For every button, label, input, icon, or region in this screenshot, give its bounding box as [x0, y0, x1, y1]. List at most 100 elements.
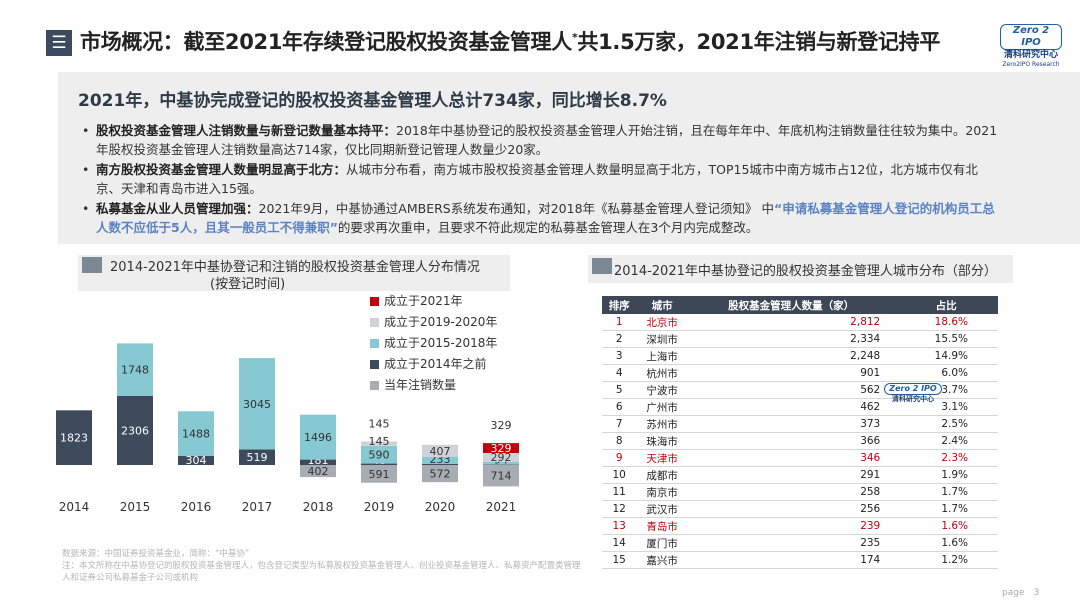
table-row: 6 广州市 462 3.1% [602, 398, 998, 416]
bar-label-2016: 304 [186, 454, 207, 467]
bullet-dot: • [82, 162, 90, 177]
stacked-bar-chart: 1823 2014 2306 1748 2015 304 1488 2016 519 3045 20… [56, 293, 519, 514]
bar-segment-2014 [56, 410, 92, 465]
bar-segment-2016 [178, 411, 214, 456]
table-cell: 2.3% [894, 449, 998, 467]
bar-label-2020: 407 [430, 445, 451, 458]
bullet-item: • 南方股权投资基金管理人数量明显高于北方：从城市分布看，南方城市股权投资基金管… [82, 160, 1002, 198]
table-cell: 235 [687, 534, 895, 552]
table-cell: 珠海市 [636, 432, 688, 450]
legend-label: 成立于2014年之前 [384, 356, 487, 371]
bar-segment-2015 [117, 343, 153, 396]
table-cell: 嘉兴市 [636, 551, 688, 569]
bar-label-2015: 2306 [121, 424, 149, 437]
bar-segment-2019 [361, 441, 397, 446]
table-cell: 6 [602, 398, 637, 416]
table-cell: 2,334 [687, 330, 895, 348]
table-cell: 901 [687, 364, 895, 382]
x-tick-2014: 2014 [59, 500, 90, 514]
table-cell: 1.7% [894, 483, 998, 501]
right-chart-title-bar [588, 255, 1013, 283]
zero2ipo-watermark: Zero 2 IPO 清科研究中心 [884, 376, 942, 404]
watermark-mark: Zero 2 IPO [884, 383, 942, 395]
bar-segment-2018 [300, 459, 336, 465]
x-tick-2016: 2016 [181, 500, 212, 514]
table-cell: 291 [687, 466, 895, 484]
bar-segment-2021 [483, 443, 519, 453]
bar-label-2017: 3045 [243, 398, 271, 411]
table-cell: 5 [602, 381, 637, 399]
table-cell: 258 [687, 483, 895, 501]
table-cell: 8 [602, 432, 637, 450]
note-line: 注：本文所称在中基协登记的股权投资基金管理人，包含登记类型为私募股权投资基金管理… [62, 561, 581, 583]
title-footnote-mark: * [571, 31, 578, 44]
bar-segment-2021 [483, 453, 519, 462]
title-main: 市场概况：截至2021年存续登记股权投资基金管理人 [80, 30, 572, 54]
bar-cancelled-2018 [300, 465, 336, 478]
x-tick-2018: 2018 [303, 500, 334, 514]
table-cell: 462 [687, 398, 895, 416]
bar-segment-2015 [117, 395, 153, 465]
legend-swatch [370, 360, 379, 369]
left-chart-title-bar [78, 255, 510, 291]
bar-segment-2020 [422, 444, 458, 458]
table-cell: 杭州市 [636, 364, 688, 382]
table-header-cell: 占比 [894, 296, 998, 314]
table-cell: 2.4% [894, 432, 998, 450]
table-cell: 北京市 [636, 314, 688, 331]
table-cell: 15.5% [894, 330, 998, 348]
table-header-cell: 排序 [602, 296, 637, 314]
table-cell: 7 [602, 415, 637, 433]
legend-swatch [370, 339, 379, 348]
table-cell: 3.1% [894, 398, 998, 416]
table-row: 2 深圳市 2,334 15.5% [602, 330, 998, 348]
bar-segment-2018 [300, 414, 336, 460]
bullet-bold: 股权投资基金管理人注销数量与新登记数量基本持平： [96, 123, 397, 138]
table-row: 15 嘉兴市 174 1.2% [602, 551, 998, 569]
bar-segment-2020 [422, 464, 458, 465]
table-cell: 1.6% [894, 534, 998, 552]
bullet-bold: 南方股权投资基金管理人数量明显高于北方： [96, 162, 347, 177]
page-title: 市场概况：截至2021年存续登记股权投资基金管理人*共1.5万家，2021年注销… [80, 26, 940, 56]
table-row: 8 珠海市 366 2.4% [602, 432, 998, 450]
bar-label-2018: 1496 [304, 431, 332, 444]
bar-label-2016: 1488 [182, 428, 210, 441]
table-cell: 南京市 [636, 483, 688, 501]
bar-segment-2019 [361, 463, 397, 465]
bar-label-2021: 292 [491, 451, 512, 464]
table-cell: 上海市 [636, 347, 688, 365]
bullet-text: 2018年中基协登记的股权投资基金管理人开始注销，且在每年年中、年底机构注销数量… [96, 123, 998, 157]
table-cell: 11 [602, 483, 637, 501]
bar-cancelled-2019 [361, 465, 397, 483]
logo-en: Zero2IPO Research [1002, 61, 1060, 68]
watermark-cn: 清科研究中心 [892, 395, 934, 403]
table-cell: 4 [602, 364, 637, 382]
bar-label-2017: 519 [247, 451, 268, 464]
table-row: 3 上海市 2,248 14.9% [602, 347, 998, 365]
x-tick-2017: 2017 [242, 500, 273, 514]
summary-heading: 2021年，中基协完成登记的股权投资基金管理人总计734家，同比增长8.7% [78, 91, 667, 111]
table-cell: 宁波市 [636, 381, 688, 399]
table-cell: 3 [602, 347, 637, 365]
bullet-highlight: “申请私募基金管理人登记的机构员工总人数不应低于5人，且其一般员工不得兼职” [96, 201, 995, 235]
table-cell: 广州市 [636, 398, 688, 416]
legend-label: 成立于2021年 [384, 293, 463, 308]
table-cell: 1.9% [894, 466, 998, 484]
logo-cn: 清科研究中心 [1003, 50, 1058, 60]
bar-segment-2016 [178, 455, 214, 465]
table-cell: 14.9% [894, 347, 998, 365]
table-row: 10 成都市 291 1.9% [602, 466, 998, 484]
table-cell: 天津市 [636, 449, 688, 467]
table-cell: 256 [687, 500, 895, 518]
table-cell: 深圳市 [636, 330, 688, 348]
table-cell: 9 [602, 449, 637, 467]
table-cell: 成都市 [636, 466, 688, 484]
table-cell: 厦门市 [636, 534, 688, 552]
title-rest: 共1.5万家，2021年注销与新登记持平 [577, 30, 941, 54]
left-chart-subtitle: (按登记时间) [210, 277, 286, 292]
menu-icon[interactable]: ☰ [46, 30, 72, 56]
bar-segment-2019 [361, 445, 397, 464]
bar-label-2019: 145 [369, 435, 390, 448]
table-cell: 18.6% [894, 314, 998, 331]
table-header-cell: 股权基金管理人数量（家） [687, 296, 895, 314]
